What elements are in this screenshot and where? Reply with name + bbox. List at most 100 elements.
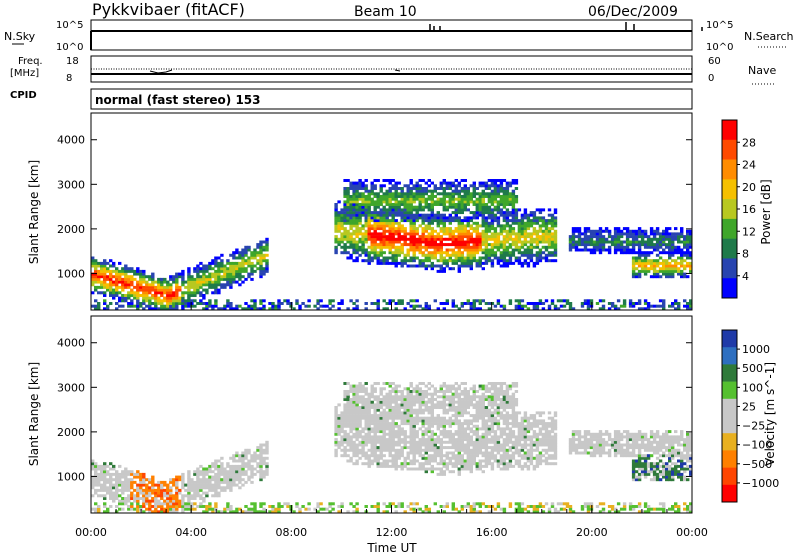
power-cell <box>502 192 507 196</box>
velocity-cell <box>235 467 239 471</box>
power-cell <box>388 219 392 223</box>
power-cell <box>472 253 476 257</box>
velocity-cell <box>217 478 221 482</box>
power-cell <box>484 245 489 249</box>
power-cell <box>571 240 576 244</box>
power-cell <box>160 277 164 281</box>
velocity-cell <box>400 462 404 466</box>
velocity-cell <box>103 494 107 498</box>
velocity-cell <box>424 451 428 455</box>
power-cell <box>346 197 350 201</box>
power-cell <box>553 235 558 239</box>
power-cell <box>442 216 446 220</box>
power-cell <box>373 229 377 233</box>
velocity-cell <box>187 475 191 479</box>
velocity-cell <box>439 419 443 423</box>
power-cell <box>683 267 687 271</box>
power-cell <box>499 259 504 263</box>
power-cell <box>115 291 119 295</box>
velocity-cell <box>388 411 392 415</box>
power-cell <box>427 240 431 244</box>
power-cell <box>689 304 693 308</box>
velocity-cell <box>208 478 212 482</box>
power-cell <box>382 229 386 233</box>
power-cell <box>622 302 627 305</box>
power-cell <box>397 237 401 241</box>
power-cell <box>568 304 573 308</box>
power-cell <box>127 294 131 297</box>
power-cell <box>460 211 464 215</box>
power-cell <box>505 235 510 239</box>
power-cell <box>460 237 464 241</box>
power-cell <box>668 245 672 249</box>
power-cell <box>382 184 386 188</box>
power-cell <box>454 197 458 201</box>
power-cell <box>394 253 398 257</box>
power-cell <box>622 248 627 252</box>
power-cell <box>671 304 675 308</box>
velocity-cell <box>373 382 377 385</box>
power-cell <box>400 187 404 190</box>
power-cell <box>511 227 516 231</box>
power-cell <box>433 235 437 239</box>
velocity-cell <box>403 456 407 460</box>
power-cell <box>430 189 434 193</box>
velocity-cell <box>397 432 401 436</box>
velocity-cell <box>385 419 389 423</box>
velocity-cell <box>190 497 194 500</box>
velocity-cell <box>196 488 200 492</box>
velocity-cell <box>403 387 407 391</box>
velocity-cell <box>433 422 437 426</box>
power-cell <box>631 272 636 276</box>
power-cell <box>496 179 501 182</box>
power-cell <box>448 200 452 204</box>
power-cell <box>181 304 185 308</box>
power-cell <box>634 251 639 255</box>
velocity-cell <box>436 438 440 442</box>
power-cell <box>487 243 492 247</box>
velocity-cell <box>400 406 404 409</box>
power-cell <box>490 200 495 204</box>
power-cell <box>115 267 119 271</box>
power-cell <box>655 253 660 257</box>
power-cell <box>475 237 479 241</box>
velocity-cell <box>400 392 404 396</box>
power-cell <box>487 187 492 190</box>
velocity-cell <box>91 478 95 482</box>
velocity-cell <box>157 494 161 498</box>
velocity-cell <box>133 475 137 479</box>
power-cell <box>631 245 636 249</box>
power-cell <box>379 195 383 198</box>
velocity-cell <box>430 435 434 439</box>
velocity-cell <box>367 422 371 426</box>
power-cell <box>385 302 389 305</box>
power-cell <box>454 227 458 231</box>
power-cell <box>385 203 389 206</box>
power-cell <box>190 302 194 305</box>
power-cell <box>325 304 329 308</box>
power-cell <box>235 264 239 268</box>
velocity-cell <box>229 470 233 474</box>
power-cell <box>520 240 525 244</box>
power-cell <box>256 307 260 311</box>
power-cell <box>370 240 374 244</box>
power-cell <box>352 302 356 305</box>
power-cell <box>409 197 413 201</box>
velocity-cell <box>154 510 158 514</box>
velocity-cell <box>124 467 128 471</box>
power-cell <box>680 248 684 252</box>
power-cell <box>598 307 603 311</box>
velocity-cell <box>433 467 437 471</box>
power-cell <box>163 280 167 284</box>
power-cell <box>121 269 125 273</box>
velocity-cell <box>376 438 380 442</box>
velocity-cell <box>421 510 425 514</box>
power-cell <box>379 187 383 190</box>
velocity-cell <box>160 505 164 508</box>
power-cell <box>91 264 95 268</box>
velocity-cell <box>100 478 104 482</box>
power-cell <box>139 302 143 305</box>
power-cell <box>352 197 356 201</box>
velocity-cell <box>436 448 440 452</box>
power-cell <box>577 232 582 236</box>
